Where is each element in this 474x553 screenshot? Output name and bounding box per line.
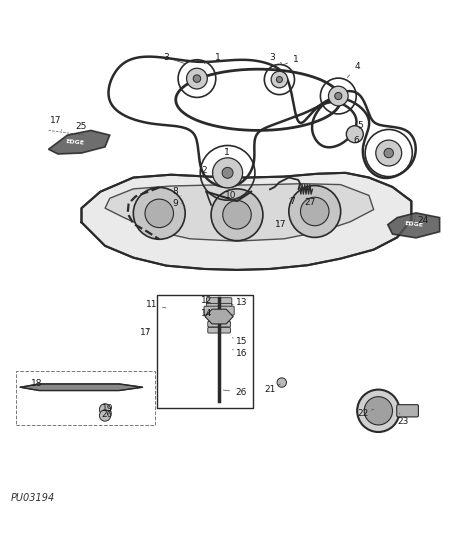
FancyBboxPatch shape [208, 321, 230, 327]
Circle shape [384, 148, 393, 158]
Circle shape [100, 404, 111, 415]
Text: 16: 16 [232, 349, 247, 358]
Text: 27: 27 [304, 197, 316, 207]
Polygon shape [105, 184, 374, 241]
FancyBboxPatch shape [206, 298, 232, 304]
Text: 17: 17 [140, 327, 152, 337]
Circle shape [289, 186, 341, 237]
Bar [157, 295, 254, 409]
Text: 9: 9 [173, 199, 182, 208]
Text: EDGE: EDGE [65, 139, 84, 146]
Text: 13: 13 [232, 298, 247, 307]
Text: 12: 12 [201, 295, 212, 305]
Text: 1: 1 [224, 148, 229, 156]
Text: 15: 15 [232, 337, 247, 346]
Polygon shape [82, 173, 411, 270]
Text: 11: 11 [146, 300, 166, 309]
Text: 17: 17 [50, 116, 62, 131]
Circle shape [346, 126, 363, 143]
Text: 20: 20 [102, 410, 113, 419]
Circle shape [277, 378, 286, 387]
Text: 10: 10 [225, 191, 237, 200]
Circle shape [223, 201, 251, 229]
Polygon shape [205, 309, 233, 324]
Text: 23: 23 [397, 413, 409, 426]
Circle shape [193, 75, 201, 82]
FancyBboxPatch shape [206, 304, 232, 309]
Text: 14: 14 [201, 309, 212, 318]
Text: 19: 19 [101, 404, 113, 413]
Text: 25: 25 [71, 122, 86, 135]
Text: PU03194: PU03194 [11, 493, 55, 503]
Text: 6: 6 [353, 136, 366, 145]
Text: 3: 3 [269, 53, 282, 64]
Text: 18: 18 [31, 379, 48, 388]
FancyBboxPatch shape [204, 306, 234, 315]
Circle shape [357, 390, 400, 432]
FancyBboxPatch shape [397, 405, 419, 417]
Text: 21: 21 [264, 384, 280, 394]
Text: 7: 7 [289, 197, 295, 206]
Text: 4: 4 [347, 62, 360, 77]
Circle shape [271, 71, 288, 88]
FancyBboxPatch shape [208, 327, 230, 333]
Text: 8: 8 [173, 187, 182, 196]
Text: 17: 17 [274, 220, 286, 229]
Bar [16, 371, 155, 425]
Circle shape [212, 158, 243, 188]
Circle shape [276, 76, 283, 82]
Polygon shape [388, 213, 439, 238]
Text: 22: 22 [358, 409, 374, 418]
Text: 24: 24 [414, 216, 429, 226]
Circle shape [187, 68, 207, 89]
FancyBboxPatch shape [157, 295, 254, 409]
Circle shape [133, 187, 185, 239]
Circle shape [222, 168, 233, 178]
Circle shape [364, 397, 392, 425]
Circle shape [145, 199, 173, 228]
Text: 1: 1 [204, 53, 221, 64]
Text: EDGE: EDGE [404, 221, 423, 228]
Text: 26: 26 [223, 388, 246, 397]
Text: 3: 3 [164, 53, 185, 64]
Circle shape [335, 92, 342, 100]
Circle shape [211, 189, 263, 241]
Text: 2: 2 [201, 166, 213, 175]
Text: 1: 1 [284, 55, 299, 64]
Polygon shape [20, 384, 143, 390]
Text: 5: 5 [357, 121, 364, 130]
Circle shape [100, 410, 111, 421]
Circle shape [376, 140, 401, 166]
Circle shape [301, 197, 329, 226]
Circle shape [328, 86, 348, 106]
Polygon shape [48, 131, 110, 154]
